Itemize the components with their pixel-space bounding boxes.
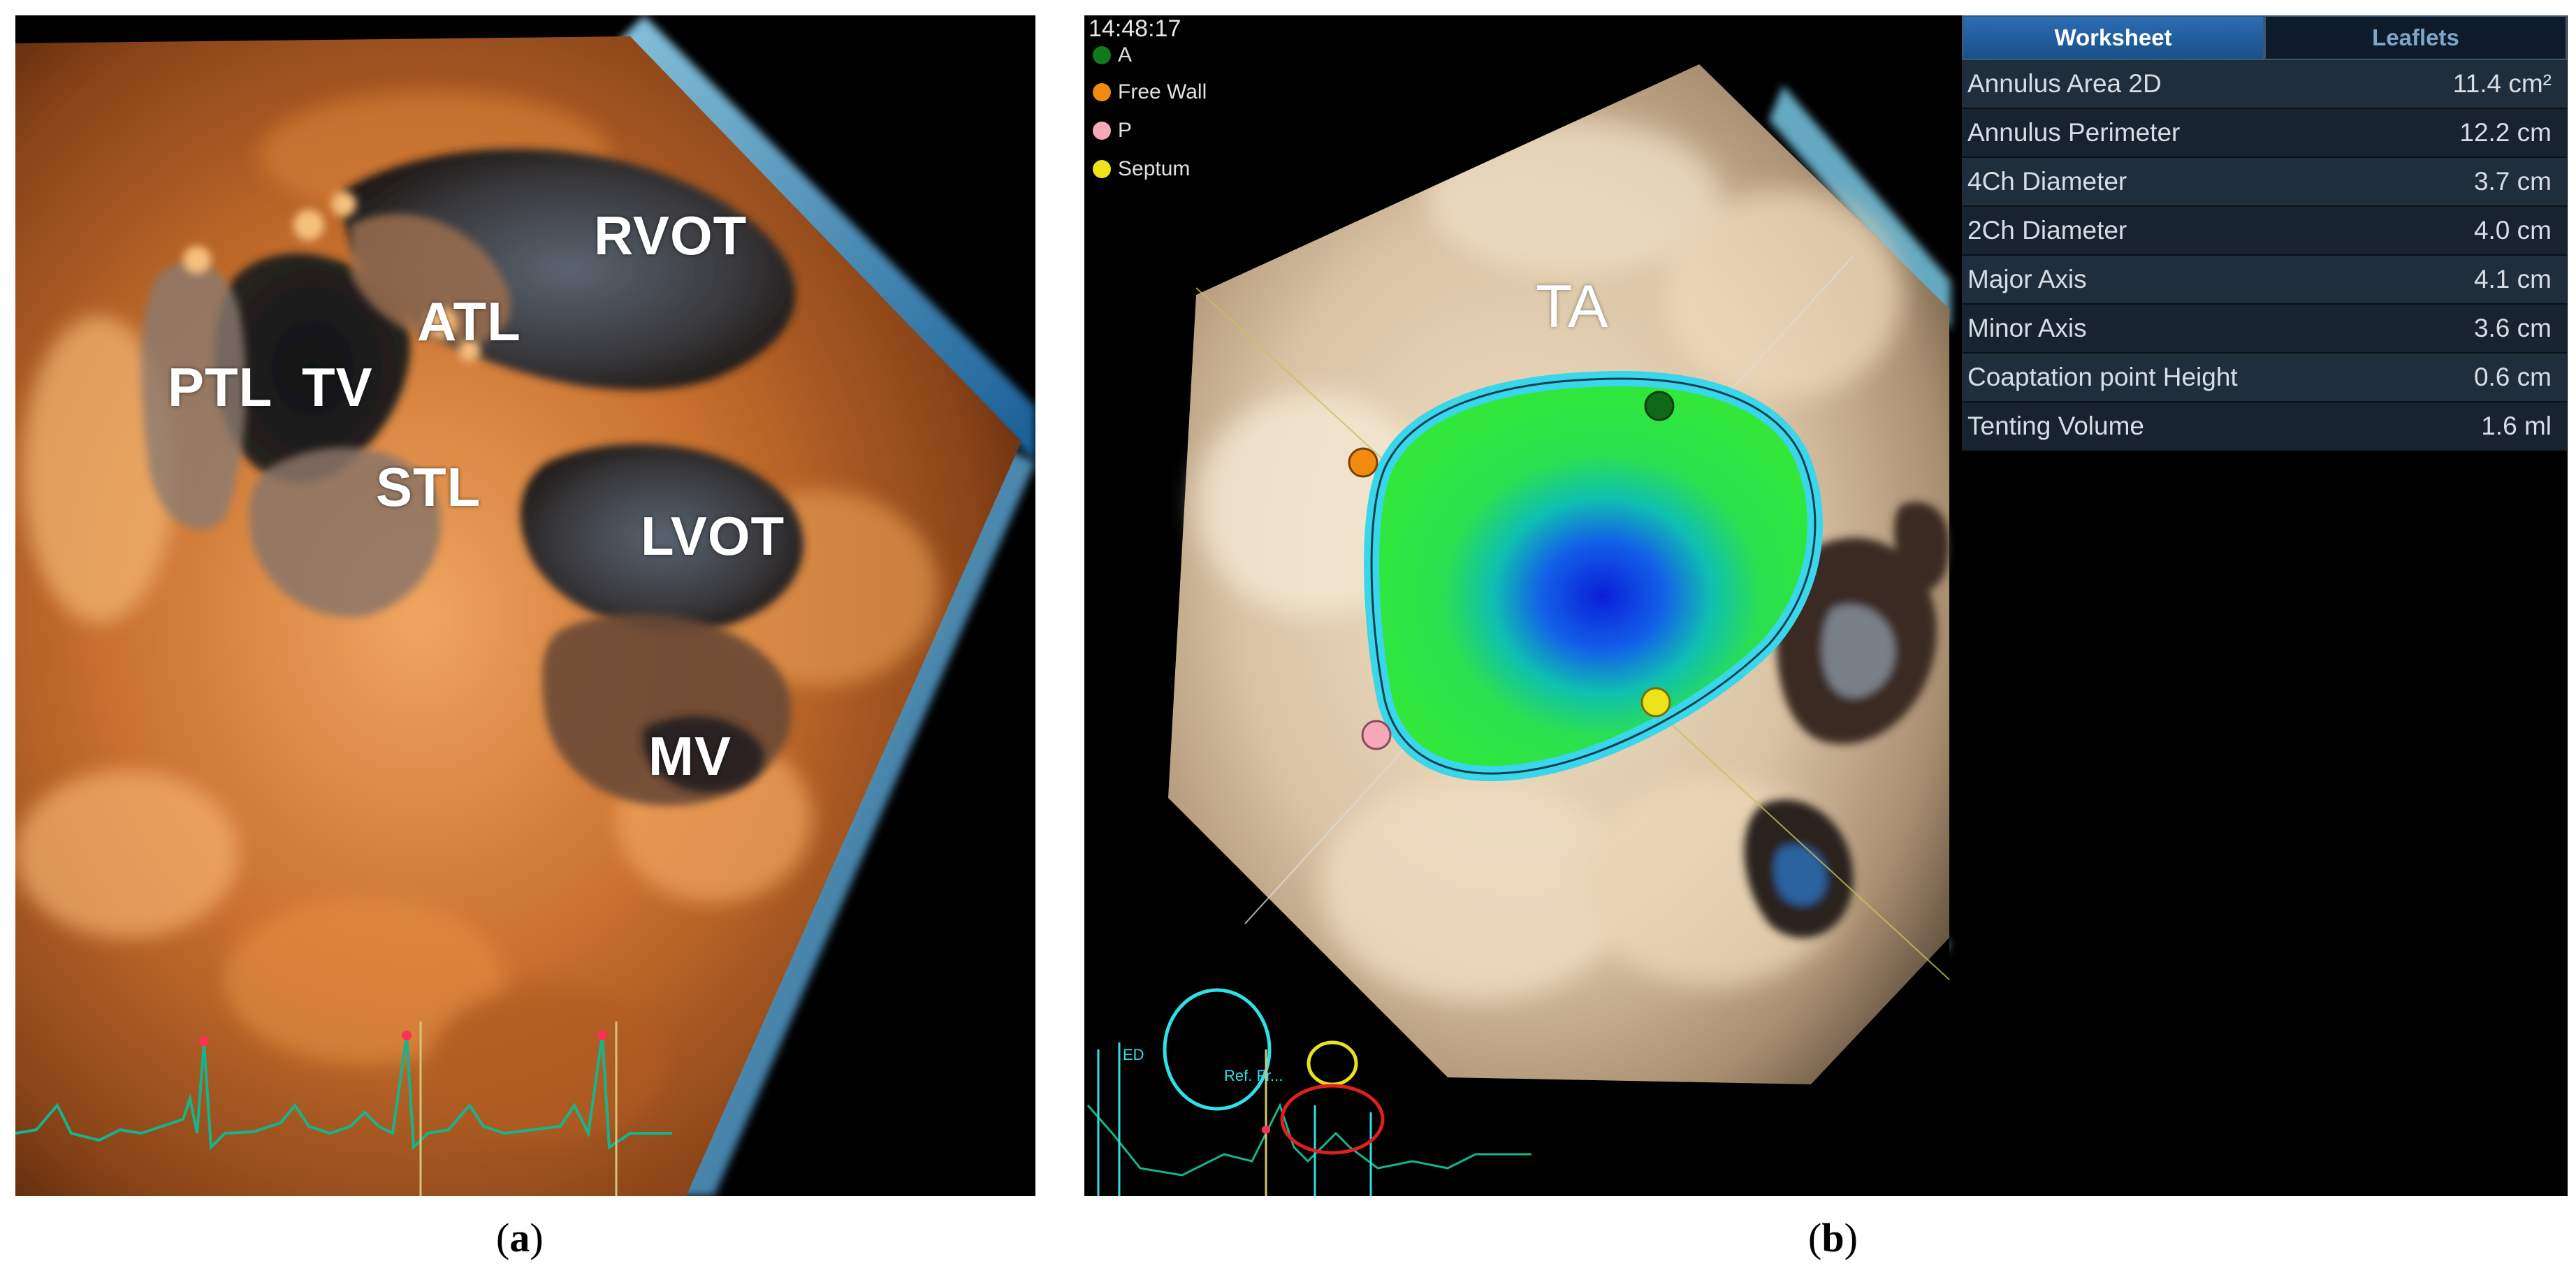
landmark-septum-point bbox=[1640, 687, 1671, 718]
worksheet-row: Annulus Area 2D 11.4 cm² bbox=[1962, 60, 2567, 109]
legend-dot-p bbox=[1093, 122, 1111, 140]
label-atl: ATL bbox=[417, 291, 521, 352]
worksheet-row-value: 4.1 cm bbox=[2473, 265, 2552, 293]
landmark-p-point bbox=[1361, 720, 1392, 750]
panel-b-rendering bbox=[1084, 15, 1951, 1196]
worksheet-row-label: Minor Axis bbox=[1967, 314, 2087, 342]
panel-a-ecg-trace bbox=[15, 1035, 672, 1151]
timestamp: 14:48:17 bbox=[1089, 15, 1181, 42]
legend-label-a: A bbox=[1118, 43, 1133, 66]
worksheet-row-value: 1.6 ml bbox=[2481, 412, 2552, 440]
label-rvot: RVOT bbox=[594, 205, 748, 266]
worksheet-row-value: 3.7 cm bbox=[2473, 167, 2552, 196]
legend-item-septum: Septum bbox=[1093, 157, 1190, 181]
worksheet-row: 2Ch Diameter 4.0 cm bbox=[1962, 207, 2567, 256]
worksheet-row: 4Ch Diameter 3.7 cm bbox=[1962, 158, 2567, 207]
measurement-worksheet: Worksheet Leaflets Annulus Area 2D 11.4 … bbox=[1962, 15, 2567, 451]
worksheet-tabs: Worksheet Leaflets bbox=[1962, 15, 2567, 60]
panel-b-annulus-analysis-view: 14:48:17 A Free Wall P Septum TA ED Ref.… bbox=[1084, 15, 2568, 1196]
panel-a-3d-echo-view: RVOT ATL PTL TV STL LVOT MV bbox=[15, 15, 1035, 1196]
legend-dot-septum bbox=[1093, 160, 1111, 178]
caption-letter-b: b bbox=[1821, 1215, 1844, 1260]
worksheet-row-label: 4Ch Diameter bbox=[1967, 167, 2127, 196]
caption-letter-a: a bbox=[509, 1215, 530, 1260]
ecg-tag-ed: ED bbox=[1123, 1046, 1144, 1063]
label-tv: TV bbox=[302, 356, 373, 418]
label-mv: MV bbox=[648, 725, 732, 787]
legend-item-p: P bbox=[1093, 119, 1132, 143]
panel-a-rendering bbox=[15, 15, 1035, 1196]
legend-dot-free-wall bbox=[1093, 83, 1111, 101]
worksheet-row: Annulus Perimeter 12.2 cm bbox=[1962, 109, 2567, 158]
caption-panel-a: (a) bbox=[496, 1215, 544, 1260]
legend-label-septum: Septum bbox=[1118, 157, 1191, 180]
legend-dot-a bbox=[1093, 46, 1111, 64]
worksheet-row-label: 2Ch Diameter bbox=[1967, 216, 2127, 245]
label-lvot: LVOT bbox=[641, 505, 785, 567]
worksheet-rows: Annulus Area 2D 11.4 cm² Annulus Perimet… bbox=[1962, 60, 2567, 451]
worksheet-row-value: 11.4 cm² bbox=[2452, 69, 2552, 98]
ecg-cyan-loop bbox=[1163, 988, 1272, 1111]
legend-item-a: A bbox=[1093, 43, 1132, 67]
worksheet-row-label: Tenting Volume bbox=[1967, 412, 2145, 440]
worksheet-row-label: Annulus Area 2D bbox=[1967, 69, 2162, 98]
worksheet-row-value: 4.0 cm bbox=[2473, 216, 2552, 245]
label-ptl: PTL bbox=[168, 356, 273, 418]
worksheet-row-label: Coaptation point Height bbox=[1967, 363, 2238, 391]
worksheet-row-value: 12.2 cm bbox=[2459, 118, 2552, 147]
legend-label-p: P bbox=[1118, 119, 1133, 142]
legend-item-free-wall: Free Wall bbox=[1093, 80, 1207, 104]
legend-label-free-wall: Free Wall bbox=[1118, 80, 1207, 103]
worksheet-row-value: 3.6 cm bbox=[2473, 314, 2552, 342]
caption-panel-b: (b) bbox=[1808, 1215, 1858, 1260]
tab-worksheet[interactable]: Worksheet bbox=[1962, 15, 2264, 60]
tab-leaflets[interactable]: Leaflets bbox=[2264, 15, 2567, 60]
worksheet-row: Coaptation point Height 0.6 cm bbox=[1962, 354, 2567, 402]
ecg-tag-ref: Ref. Fr... bbox=[1224, 1067, 1283, 1084]
label-stl: STL bbox=[376, 456, 481, 518]
worksheet-row: Tenting Volume 1.6 ml bbox=[1962, 402, 2567, 451]
label-ta: TA bbox=[1536, 273, 1608, 340]
worksheet-row-value: 0.6 cm bbox=[2473, 363, 2552, 391]
ecg-red-loop bbox=[1280, 1084, 1385, 1155]
worksheet-row-label: Annulus Perimeter bbox=[1967, 118, 2181, 147]
worksheet-row-label: Major Axis bbox=[1967, 265, 2087, 293]
panel-b-ecg-trace bbox=[1086, 1103, 1531, 1177]
landmark-free-wall-point bbox=[1348, 447, 1378, 478]
worksheet-row: Major Axis 4.1 cm bbox=[1962, 256, 2567, 305]
landmark-a-point bbox=[1644, 391, 1675, 421]
worksheet-row: Minor Axis 3.6 cm bbox=[1962, 305, 2567, 354]
